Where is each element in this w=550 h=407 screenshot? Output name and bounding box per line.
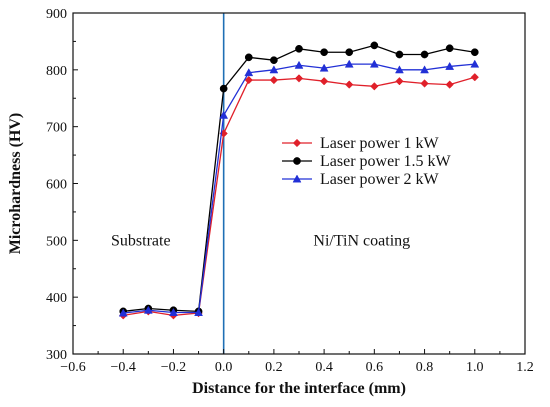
axes-layer: −0.6 −0.4 −0.2 0.0 0.2 0.4 0.6 0.8 1.0 1.2 300 400 5… bbox=[7, 7, 534, 397]
legend-marker bbox=[292, 174, 302, 183]
x-tick-label: 0.6 bbox=[366, 360, 384, 375]
x-axis-title: Distance for the interface (mm) bbox=[192, 380, 406, 397]
data-point bbox=[470, 59, 480, 68]
x-tick-label: 1.2 bbox=[516, 360, 534, 375]
data-point bbox=[345, 48, 354, 57]
x-tick-label: 1.0 bbox=[466, 360, 484, 375]
data-point bbox=[269, 75, 279, 85]
x-tick-label: 0.2 bbox=[265, 360, 283, 375]
x-tick-label: 0.0 bbox=[215, 360, 233, 375]
y-tick-label: 800 bbox=[46, 64, 67, 79]
data-point bbox=[345, 80, 354, 89]
data-point bbox=[420, 65, 429, 74]
x-tick-label: −0.4 bbox=[111, 360, 136, 375]
legend-label: Laser power 1 kW bbox=[320, 135, 440, 152]
data-point bbox=[219, 84, 228, 93]
data-point bbox=[370, 41, 379, 50]
region-label: Substrate bbox=[111, 232, 171, 249]
legend-entry: Laser power 1.5 kW bbox=[282, 153, 452, 170]
data-point bbox=[395, 77, 404, 86]
data-point bbox=[319, 77, 329, 86]
data-point bbox=[169, 307, 178, 316]
data-point bbox=[470, 48, 479, 57]
data-point bbox=[143, 305, 153, 314]
data-point bbox=[470, 73, 479, 82]
legend-label: Laser power 2 kW bbox=[320, 171, 440, 188]
data-point bbox=[319, 63, 329, 72]
data-point bbox=[395, 50, 404, 59]
series-layer bbox=[118, 41, 480, 320]
data-point bbox=[370, 82, 379, 91]
y-tick-label: 600 bbox=[46, 178, 67, 193]
x-tick-label: 0.8 bbox=[416, 360, 434, 375]
data-point bbox=[270, 56, 278, 65]
data-point bbox=[369, 59, 379, 68]
legend-entry: Laser power 2 kW bbox=[282, 171, 440, 188]
data-point bbox=[269, 65, 279, 74]
y-tick-label: 400 bbox=[46, 291, 67, 306]
legend-marker bbox=[292, 138, 302, 148]
series-3 bbox=[118, 59, 480, 317]
annotation-layer: Substrate Ni/TiN coating bbox=[111, 232, 410, 249]
y-tick-label: 500 bbox=[46, 234, 67, 249]
y-tick-label: 700 bbox=[46, 121, 67, 136]
data-point bbox=[244, 75, 253, 85]
series-line bbox=[123, 63, 475, 314]
data-point bbox=[445, 80, 454, 89]
legend-entry: Laser power 1 kW bbox=[282, 135, 440, 152]
x-tick-label: −0.2 bbox=[161, 360, 186, 375]
series-1 bbox=[119, 73, 479, 320]
y-tick-label: 300 bbox=[46, 348, 67, 363]
y-axis-title: Microhardness (HV) bbox=[7, 113, 24, 254]
series-line bbox=[123, 76, 475, 317]
data-point bbox=[344, 59, 354, 68]
data-point bbox=[295, 44, 303, 53]
data-point bbox=[118, 308, 128, 317]
x-tick-label: 0.4 bbox=[315, 360, 333, 375]
data-point bbox=[294, 74, 304, 83]
data-point bbox=[395, 65, 404, 74]
legend-label: Laser power 1.5 kW bbox=[320, 153, 452, 170]
data-point bbox=[194, 307, 203, 316]
data-point bbox=[445, 61, 455, 70]
data-point bbox=[420, 79, 429, 88]
legend-marker bbox=[293, 157, 301, 165]
data-point bbox=[219, 110, 229, 119]
data-point bbox=[445, 44, 454, 53]
data-point bbox=[244, 68, 254, 77]
y-tick-label: 900 bbox=[46, 7, 67, 22]
data-point bbox=[420, 50, 429, 59]
data-point bbox=[294, 60, 304, 69]
x-tick-label: −0.6 bbox=[60, 360, 85, 375]
data-point bbox=[320, 48, 328, 57]
data-point bbox=[244, 53, 253, 62]
region-label: Ni/TiN coating bbox=[313, 232, 410, 249]
